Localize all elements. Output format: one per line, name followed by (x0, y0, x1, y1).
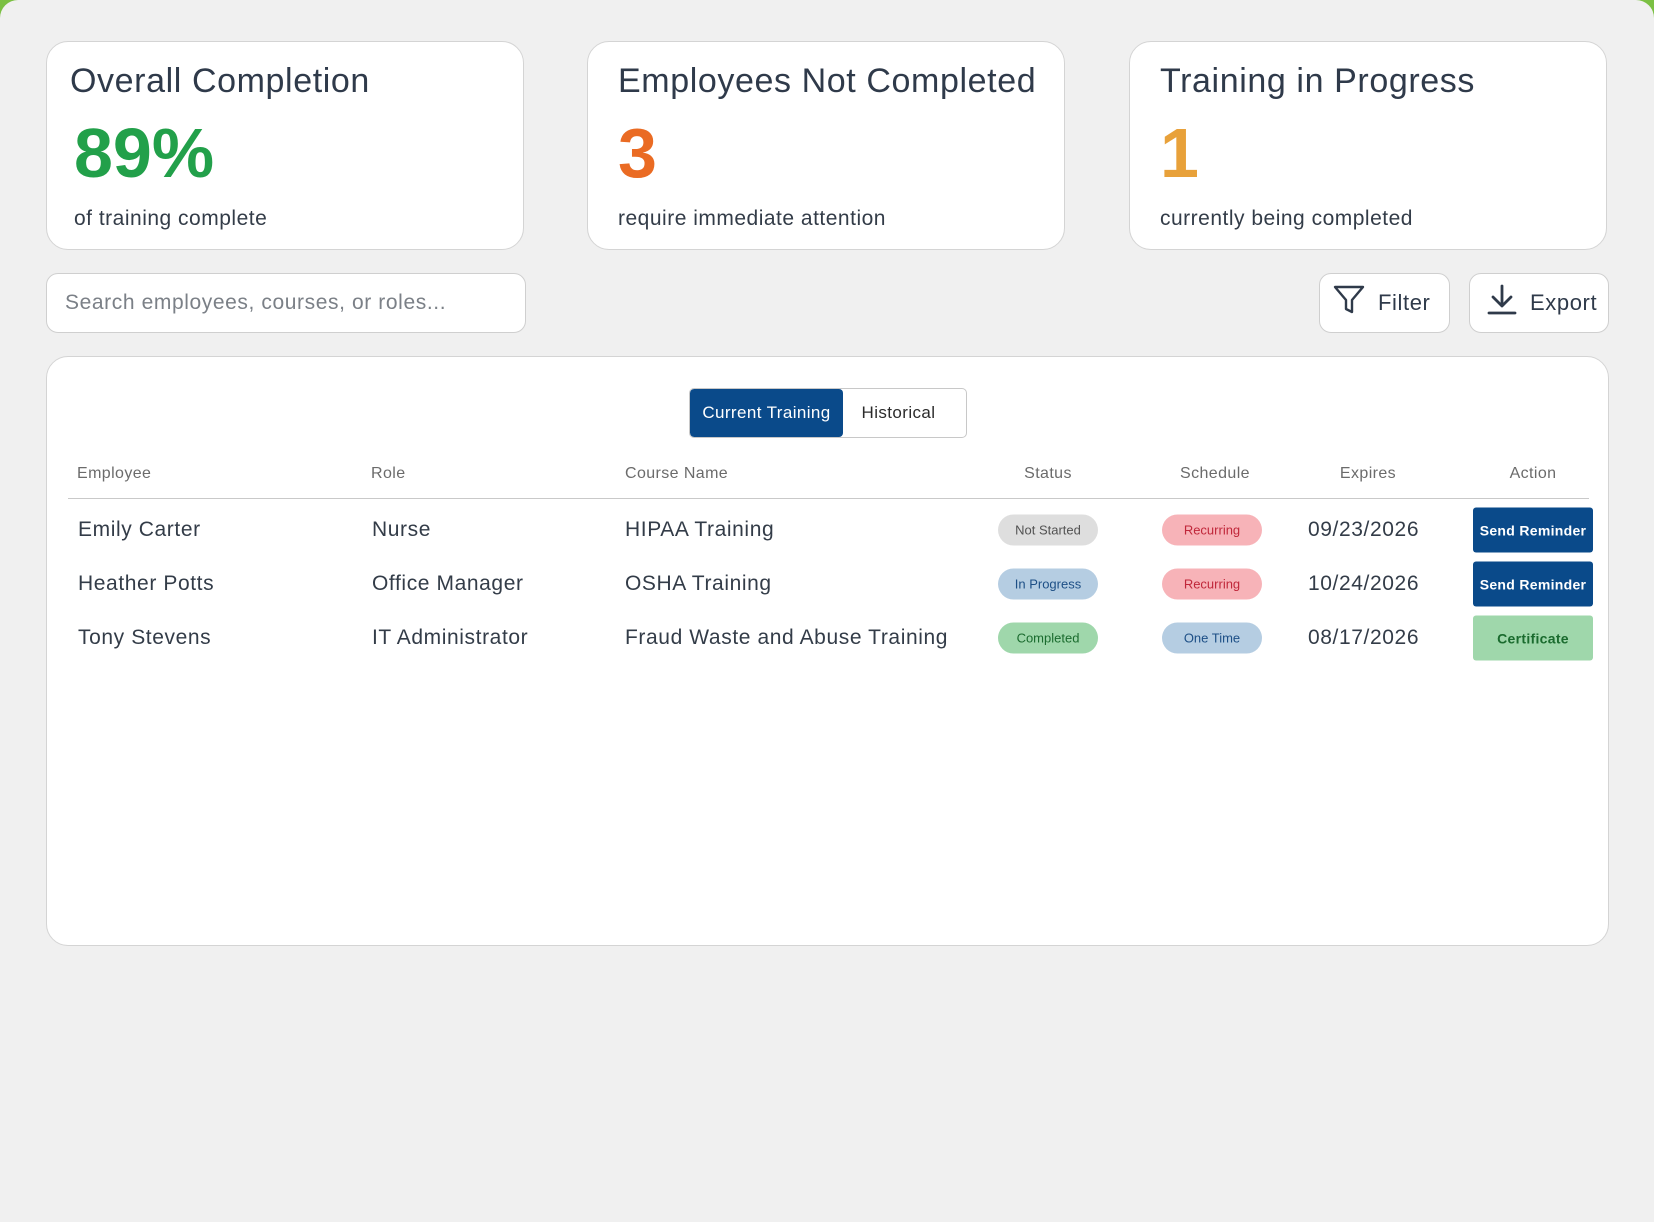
status-badge: In Progress (998, 568, 1098, 600)
employee-name: Emily Carter (78, 518, 201, 541)
tab-historical[interactable]: Historical (861, 403, 936, 422)
overall-completion-card: Overall Completion 89% of training compl… (46, 41, 524, 250)
send-reminder-button[interactable]: Send Reminder (1473, 507, 1593, 553)
column-header-expires[interactable]: Expires (1339, 465, 1397, 482)
column-header-course[interactable]: Course Name (625, 465, 729, 482)
card-subtitle: require immediate attention (618, 207, 886, 230)
column-header-role[interactable]: Role (371, 465, 406, 482)
in-progress-card: Training in Progress 1 currently being c… (1129, 41, 1607, 250)
view-toggle: Current Training Historical (689, 388, 967, 438)
search-input[interactable] (46, 273, 526, 333)
in-progress-count: 1 (1160, 114, 1199, 192)
card-subtitle: of training complete (74, 207, 268, 230)
employee-name: Tony Stevens (78, 626, 212, 649)
send-reminder-button[interactable]: Send Reminder (1473, 561, 1593, 607)
expires-date: 10/24/2026 (1308, 572, 1420, 595)
training-table-panel: Current Training Historical Employee Rol… (46, 356, 1609, 946)
course-name: Fraud Waste and Abuse Training (625, 626, 949, 649)
schedule-badge: Recurring (1162, 514, 1262, 546)
card-title: Overall Completion (70, 62, 370, 100)
employee-role: Office Manager (372, 572, 524, 595)
column-header-action: Action (1509, 465, 1557, 482)
table-header: Employee Role Course Name Status Schedul… (68, 465, 1589, 499)
employee-name: Heather Potts (78, 572, 215, 595)
expires-date: 08/17/2026 (1308, 626, 1420, 649)
table-row: Emily Carter Nurse HIPAA Training Not St… (68, 503, 1593, 557)
filter-button[interactable]: Filter (1319, 273, 1450, 333)
column-header-status[interactable]: Status (1024, 465, 1072, 482)
card-title: Employees Not Completed (618, 62, 1037, 100)
schedule-badge: Recurring (1162, 568, 1262, 600)
employee-role: IT Administrator (372, 626, 529, 649)
export-button[interactable]: Export (1469, 273, 1609, 333)
expires-date: 09/23/2026 (1308, 518, 1420, 541)
course-name: OSHA Training (625, 572, 772, 595)
download-icon (1486, 283, 1518, 323)
filter-label: Filter (1378, 290, 1431, 315)
course-name: HIPAA Training (625, 518, 775, 541)
column-header-employee[interactable]: Employee (77, 465, 152, 482)
schedule-badge: One Time (1162, 622, 1262, 654)
card-subtitle: currently being completed (1160, 207, 1413, 230)
export-label: Export (1530, 290, 1598, 315)
table-row: Heather Potts Office Manager OSHA Traini… (68, 557, 1593, 611)
column-header-schedule[interactable]: Schedule (1180, 465, 1250, 482)
table-row: Tony Stevens IT Administrator Fraud Wast… (68, 611, 1593, 665)
card-title: Training in Progress (1160, 62, 1475, 100)
status-badge: Not Started (998, 514, 1098, 546)
certificate-button[interactable]: Certificate (1473, 615, 1593, 661)
not-completed-count: 3 (618, 114, 657, 192)
tab-current-training[interactable]: Current Training (690, 389, 843, 437)
employee-role: Nurse (372, 518, 432, 541)
not-completed-card: Employees Not Completed 3 require immedi… (587, 41, 1065, 250)
completion-percent: 89% (74, 114, 215, 192)
funnel-icon (1332, 283, 1366, 323)
status-badge: Completed (998, 622, 1098, 654)
